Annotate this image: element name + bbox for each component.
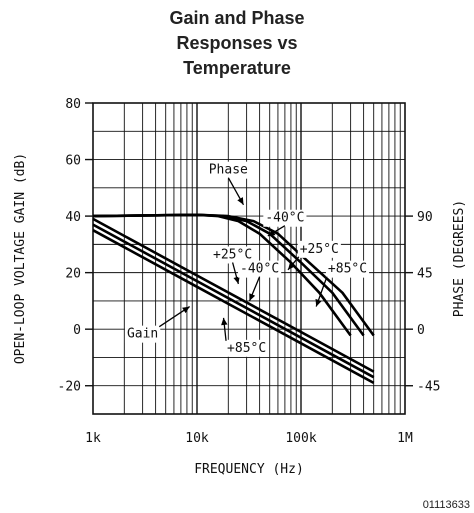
- annotation-arrowhead: [267, 229, 276, 236]
- annotation-arrowhead: [237, 197, 244, 205]
- annotation-label: Gain: [127, 327, 158, 342]
- x-tick-label: 100k: [285, 431, 316, 446]
- phase-curve: [92, 213, 352, 337]
- x-tick-label: 10k: [185, 431, 209, 446]
- annotation-backdrop: [124, 325, 161, 343]
- annotation-arrowhead: [182, 306, 190, 314]
- annotation-arrowhead: [221, 317, 228, 326]
- y-tick-label: -20: [58, 380, 81, 395]
- x-axis-label: FREQUENCY (Hz): [194, 462, 304, 477]
- title-line: Responses vs: [176, 33, 297, 53]
- annotation-label: +85°C: [227, 341, 266, 356]
- annotation-backdrop: [211, 246, 255, 264]
- annotation-backdrop: [325, 260, 370, 278]
- x-tick-label: 1k: [85, 431, 101, 446]
- y-tick-label: 0: [73, 323, 81, 338]
- gain-curve: [92, 217, 375, 373]
- chart-grid: [92, 102, 406, 415]
- chart-title: Gain and Phase Responses vs Temperature: [169, 8, 304, 78]
- annotation-label: Phase: [209, 163, 248, 178]
- annotation-label: +25°C: [300, 242, 339, 257]
- annotation-label: +25°C: [213, 248, 252, 263]
- annotation-backdrop: [206, 161, 251, 179]
- annotation-arrowhead: [315, 298, 322, 307]
- y-axis-label: OPEN-LOOP VOLTAGE GAIN (dB): [13, 153, 28, 364]
- gain-curve: [92, 223, 375, 379]
- annotation-backdrop: [238, 260, 282, 278]
- figure-id: 01113633: [423, 499, 470, 511]
- phase-curve: [92, 213, 375, 337]
- y-tick-label: 80: [65, 97, 81, 112]
- gain-curve: [92, 229, 375, 385]
- y2-axis-label: PHASE (DEGREES): [452, 200, 467, 317]
- annotation-backdrop: [225, 339, 269, 357]
- axis-labels: FREQUENCY (Hz) OPEN-LOOP VOLTAGE GAIN (dB…: [13, 153, 467, 477]
- annotation-backdrop: [263, 209, 307, 227]
- x-tick-label: 1M: [397, 431, 413, 446]
- y2-tick-label: -45: [417, 380, 440, 395]
- y2-tick-label: 90: [417, 210, 433, 225]
- y-tick-label: 40: [65, 210, 81, 225]
- annotation-arrowhead: [249, 293, 256, 301]
- annotation-label: -40°C: [265, 211, 304, 226]
- title-line: Gain and Phase: [169, 8, 304, 28]
- tick-labels: 1k 10k 100k 1M 80 60 40 20 0 -20 90 45 0 -45: [58, 97, 441, 446]
- series-lines: [92, 213, 375, 385]
- plot-frame: [92, 102, 406, 415]
- title-line: Temperature: [183, 58, 291, 78]
- annotation-arrowhead: [233, 276, 240, 284]
- annotation-arrowhead: [288, 262, 295, 270]
- y-tick-label: 60: [65, 154, 81, 169]
- y2-tick-label: 0: [417, 323, 425, 338]
- y-tick-label: 20: [65, 267, 81, 282]
- annotation-backdrop: [297, 240, 341, 258]
- annotation-label: -40°C: [240, 262, 279, 277]
- annotation-label: +85°C: [328, 262, 367, 277]
- y2-tick-label: 45: [417, 267, 433, 282]
